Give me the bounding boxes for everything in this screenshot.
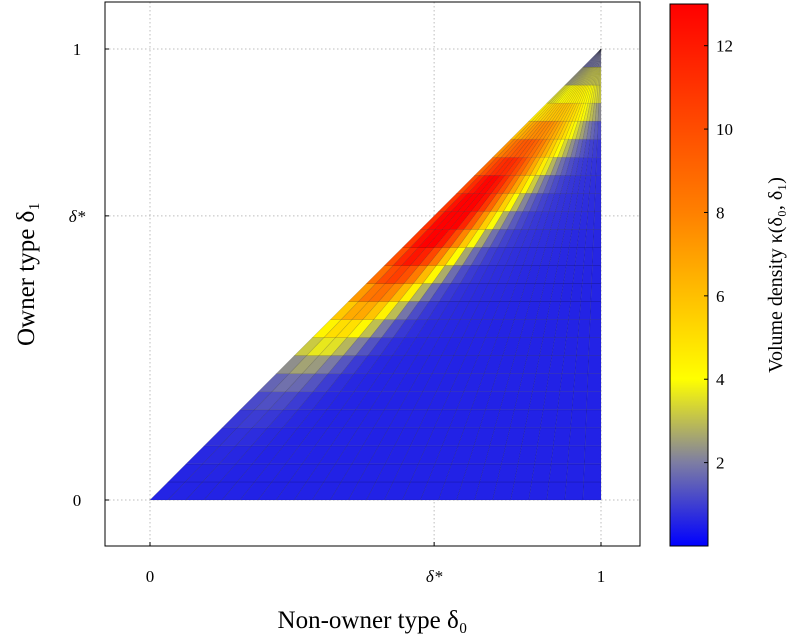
x-axis-title: Non-owner type δ₀ (278, 607, 468, 634)
density-cell (597, 102, 602, 122)
density-cell (591, 265, 602, 284)
density-cell (550, 445, 570, 465)
density-cell (595, 48, 602, 68)
density-cell (566, 463, 585, 483)
density-cell (563, 337, 579, 356)
density-cell (510, 481, 533, 501)
density-cell (594, 174, 602, 194)
density-cell (592, 229, 602, 248)
density-cell (567, 445, 586, 465)
density-cell (559, 373, 576, 393)
density-cell (568, 427, 587, 447)
density-cell (540, 409, 559, 429)
density-cell (583, 463, 602, 483)
density-cell (534, 445, 554, 465)
colorbar-tick-label-4: 10 (716, 120, 733, 139)
x-axis: 0 δ* 1 (146, 542, 606, 586)
colorbar-tick-label-0: 2 (716, 454, 725, 473)
density-cell (553, 427, 572, 447)
density-cell (599, 48, 602, 68)
density-cell (531, 463, 552, 483)
colorbar-tick-label-2: 6 (716, 287, 725, 306)
y-tick-label-0: 0 (73, 491, 82, 510)
density-cell (572, 265, 585, 284)
density-cell (582, 481, 602, 501)
density-cell (576, 337, 590, 356)
density-cell (548, 355, 565, 375)
density-cell (583, 247, 594, 266)
density-cell (555, 409, 573, 429)
density-cell (581, 265, 593, 284)
density-cell (545, 373, 563, 393)
x-tick-label-0: 0 (146, 567, 155, 586)
density-cell (570, 283, 583, 302)
density-cell (585, 409, 602, 429)
density-cell (588, 48, 602, 68)
density-cell (586, 211, 595, 230)
density-cell (589, 174, 597, 194)
density-cell (596, 138, 602, 158)
density-cell (551, 337, 567, 356)
colorbar-tick-label-3: 8 (716, 203, 725, 222)
density-cell (566, 319, 580, 338)
colorbar-gradient (669, 3, 709, 547)
density-cell (517, 445, 538, 465)
density-cell (584, 445, 602, 465)
density-cell (594, 48, 602, 68)
density-cell (573, 373, 589, 393)
density-cell (577, 319, 591, 338)
density-cell (528, 481, 550, 501)
density-cell (586, 391, 602, 411)
density-cell (570, 409, 587, 429)
density-cell (580, 283, 592, 302)
density-cell (574, 355, 590, 375)
density-cell (568, 301, 582, 320)
colorbar: 2 4 6 8 10 12 (669, 3, 733, 547)
density-cell (548, 463, 569, 483)
density-cell (589, 301, 602, 320)
y-axis: 0 δ* 1 (69, 40, 109, 510)
x-tick-label-2: 1 (597, 567, 606, 586)
density-cell (521, 427, 541, 447)
density-cell (546, 481, 567, 501)
density-cell (542, 391, 561, 411)
density-cell (587, 193, 596, 212)
y-tick-label-1: δ* (69, 207, 86, 226)
colorbar-tick-label-1: 4 (716, 370, 725, 389)
plot-frame (104, 1, 641, 547)
density-cell (582, 48, 602, 68)
density-surface (149, 48, 602, 501)
colorbar-tick-label-5: 12 (716, 37, 733, 56)
density-cell (592, 247, 602, 266)
density-cell (588, 48, 602, 68)
density-cell (564, 481, 584, 501)
density-cell (514, 463, 535, 483)
density-cell (584, 229, 595, 248)
density-cell (571, 391, 588, 411)
density-cell (537, 427, 556, 447)
density-cell (584, 427, 602, 447)
density-cell (561, 355, 577, 375)
density-cell (593, 211, 602, 230)
colorbar-title: Volume density κ(δ₀, δ₁) (765, 177, 787, 373)
y-tick-label-2: 1 (73, 40, 82, 59)
density-cell (590, 283, 602, 302)
density-cell (589, 319, 602, 338)
density-cell (587, 355, 602, 375)
density-cell (594, 193, 602, 212)
x-tick-label-1: δ* (426, 567, 443, 586)
density-cell (595, 156, 602, 176)
density-cell (586, 373, 602, 393)
density-cell (557, 391, 574, 411)
density-cell (588, 337, 602, 356)
density-cell (597, 120, 602, 140)
density-cell (598, 84, 602, 104)
density-cell (579, 301, 592, 320)
y-axis-title: Owner type δ₁ (13, 202, 40, 346)
